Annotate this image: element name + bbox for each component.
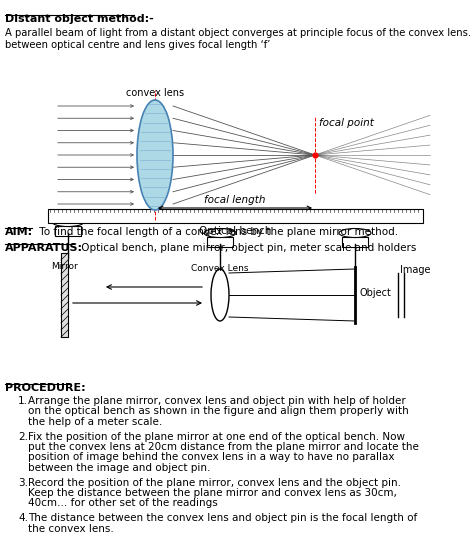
Text: the convex lens.: the convex lens. [28,523,114,533]
Text: the help of a meter scale.: the help of a meter scale. [28,417,162,427]
Text: 40cm… for other set of the readings: 40cm… for other set of the readings [28,498,218,508]
Text: 3.: 3. [18,477,28,487]
Text: focal length: focal length [204,195,266,205]
Text: Mirror: Mirror [52,262,78,271]
Text: between the image and object pin.: between the image and object pin. [28,463,210,473]
Text: convex lens: convex lens [126,88,184,98]
Text: 4.: 4. [18,513,28,523]
Text: Fix the position of the plane mirror at one end of the optical bench. Now: Fix the position of the plane mirror at … [28,432,405,442]
Bar [48,209,423,223]
Text: Convex Lens: Convex Lens [191,264,249,273]
Bar [55,226,81,236]
Text: 1.: 1. [18,396,28,406]
Text: APPARATUS:: APPARATUS: [5,243,83,253]
Text: position of image behind the convex lens in a way to have no parallax: position of image behind the convex lens… [28,453,394,463]
Text: Record the position of the plane mirror, convex lens and the object pin.: Record the position of the plane mirror,… [28,477,401,487]
Text: put the convex lens at 20cm distance from the plane mirror and locate the: put the convex lens at 20cm distance fro… [28,442,419,452]
Text: focal point: focal point [319,118,374,128]
Text: Object: Object [360,288,392,298]
Text: on the optical bench as shown in the figure and align them properly with: on the optical bench as shown in the fig… [28,406,409,417]
Text: The distance between the convex lens and object pin is the focal length of: The distance between the convex lens and… [28,513,417,523]
Text: AIM:: AIM: [5,227,33,237]
Bar [207,237,233,247]
Text: Keep the distance between the plane mirror and convex lens as 30cm,: Keep the distance between the plane mirr… [28,488,397,498]
Text: To find the focal length of a convex lens by the plane mirror method.: To find the focal length of a convex len… [36,227,398,237]
Text: Distant object method:-: Distant object method:- [5,14,154,24]
Text: PROCEDURE:: PROCEDURE: [5,383,86,393]
Text: Arrange the plane mirror, convex lens and object pin with help of holder: Arrange the plane mirror, convex lens an… [28,396,406,406]
Text: 2.: 2. [18,432,28,442]
Bar [342,237,368,247]
Text: Optical bench, plane mirror, object pin, meter scale and holders: Optical bench, plane mirror, object pin,… [78,243,416,253]
Bar [61,253,68,337]
Ellipse shape [52,217,84,226]
Text: A parallel beam of light from a distant object converges at principle focus of t: A parallel beam of light from a distant … [5,28,474,50]
Text: Image: Image [400,265,430,275]
Ellipse shape [204,229,236,237]
Ellipse shape [137,100,173,210]
Ellipse shape [339,229,371,237]
Text: Optical bench: Optical bench [199,226,272,236]
